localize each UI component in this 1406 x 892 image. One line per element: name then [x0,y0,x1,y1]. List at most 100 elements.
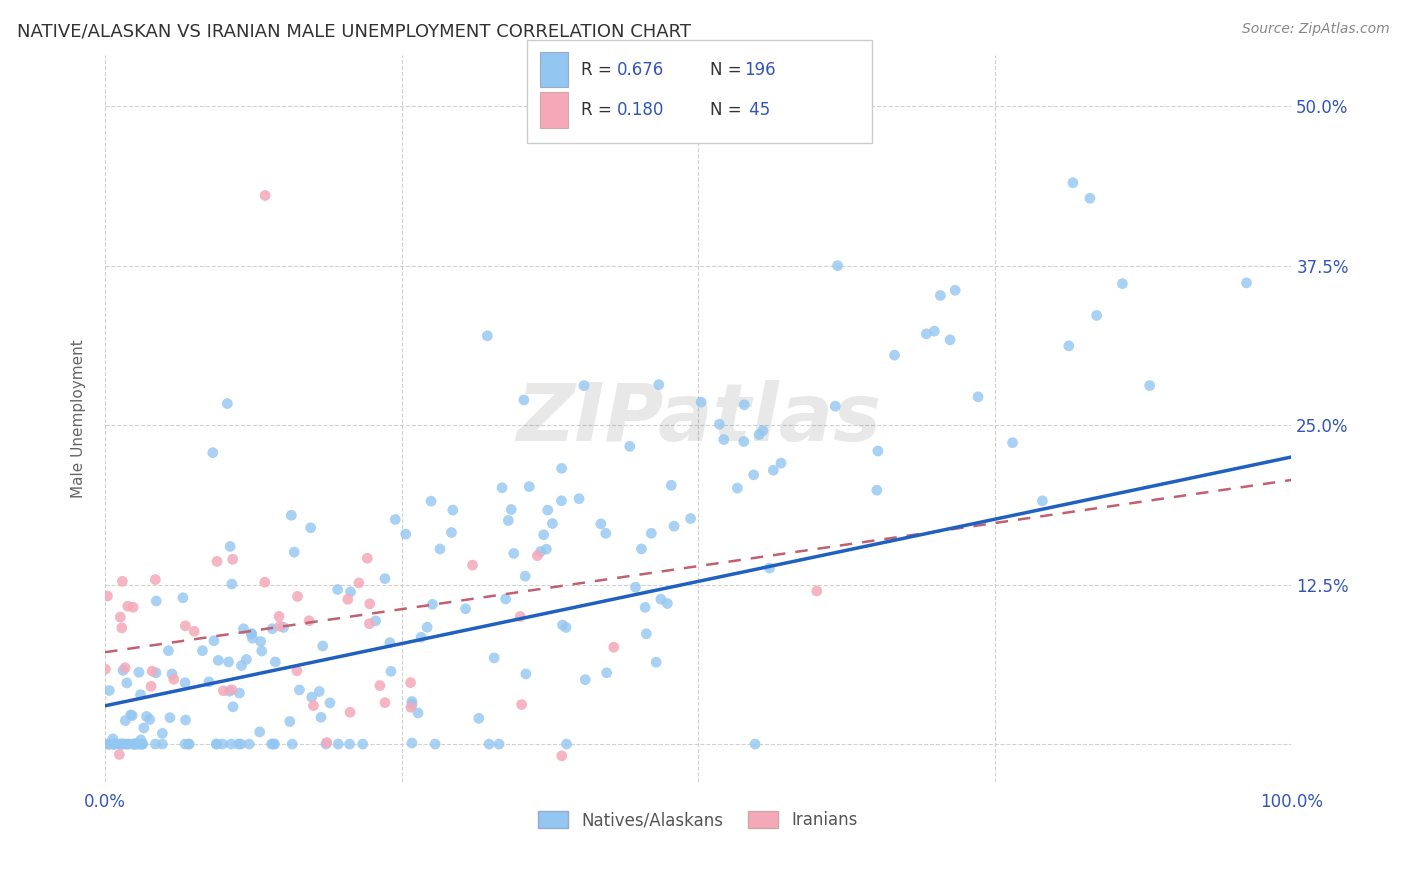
Natives/Alaskans [1111,277,1133,291]
Natives/Alaskans [1062,176,1084,190]
Natives/Alaskans [515,667,537,681]
Natives/Alaskans [827,259,849,273]
Natives/Alaskans [478,737,501,751]
Natives/Alaskans [384,512,406,526]
Natives/Alaskans [1001,435,1024,450]
Natives/Alaskans [128,737,150,751]
Iranians [141,664,163,678]
Natives/Alaskans [1236,276,1258,290]
Natives/Alaskans [198,674,221,689]
Natives/Alaskans [572,378,595,392]
Natives/Alaskans [278,714,301,729]
Natives/Alaskans [515,569,537,583]
Natives/Alaskans [866,444,889,458]
Natives/Alaskans [205,737,228,751]
Natives/Alaskans [131,737,153,751]
Natives/Alaskans [211,737,233,751]
Natives/Alaskans [725,481,748,495]
Natives/Alaskans [202,633,225,648]
Iranians [336,592,359,607]
Natives/Alaskans [374,572,396,586]
Natives/Alaskans [498,514,520,528]
Iranians [111,621,134,635]
Iranians [399,675,422,690]
Natives/Alaskans [733,398,755,412]
Natives/Alaskans [422,598,444,612]
Natives/Alaskans [145,737,167,751]
Natives/Alaskans [967,390,990,404]
Text: N =: N = [710,101,747,119]
Natives/Alaskans [744,737,766,751]
Natives/Alaskans [491,481,513,495]
Natives/Alaskans [502,546,524,560]
Text: Source: ZipAtlas.com: Source: ZipAtlas.com [1241,22,1389,37]
Natives/Alaskans [217,396,239,410]
Natives/Alaskans [145,665,167,680]
Natives/Alaskans [454,601,477,615]
Natives/Alaskans [98,737,121,751]
Natives/Alaskans [150,726,173,740]
Natives/Alaskans [339,585,361,599]
Natives/Alaskans [748,427,770,442]
Natives/Alaskans [411,630,433,644]
Natives/Alaskans [114,714,136,728]
Natives/Alaskans [401,736,423,750]
Natives/Alaskans [1139,378,1161,392]
Natives/Alaskans [122,737,145,751]
Iranians [96,589,118,603]
Natives/Alaskans [191,643,214,657]
Natives/Alaskans [537,503,560,517]
Natives/Alaskans [139,713,162,727]
Iranians [267,609,290,624]
Natives/Alaskans [488,737,510,751]
Natives/Alaskans [482,650,505,665]
Natives/Alaskans [364,614,387,628]
Natives/Alaskans [440,525,463,540]
Natives/Alaskans [536,542,558,557]
Natives/Alaskans [218,655,240,669]
Natives/Alaskans [112,737,135,751]
Natives/Alaskans [280,508,302,523]
Natives/Alaskans [1085,309,1108,323]
Natives/Alaskans [235,652,257,666]
Iranians [108,747,131,762]
Natives/Alaskans [477,328,499,343]
Natives/Alaskans [769,456,792,470]
Natives/Alaskans [205,737,228,751]
Iranians [603,640,626,655]
Natives/Alaskans [117,737,139,751]
Natives/Alaskans [312,639,335,653]
Natives/Alaskans [630,541,652,556]
Natives/Alaskans [110,737,132,751]
Natives/Alaskans [249,634,271,648]
Natives/Alaskans [281,737,304,751]
Natives/Alaskans [219,540,242,554]
Natives/Alaskans [103,737,125,751]
Legend: Natives/Alaskans, Iranians: Natives/Alaskans, Iranians [531,805,865,836]
Natives/Alaskans [752,424,775,438]
Natives/Alaskans [326,582,349,597]
Iranians [94,662,117,676]
Iranians [269,619,291,633]
Text: 0.676: 0.676 [617,61,665,78]
Natives/Alaskans [129,737,152,751]
Natives/Alaskans [533,528,555,542]
Natives/Alaskans [441,503,464,517]
Natives/Alaskans [97,737,120,751]
Natives/Alaskans [273,620,295,634]
Natives/Alaskans [495,592,517,607]
Natives/Alaskans [429,541,451,556]
Iranians [253,575,276,590]
Natives/Alaskans [915,326,938,341]
Natives/Alaskans [283,545,305,559]
Natives/Alaskans [416,620,439,634]
Natives/Alaskans [395,527,418,541]
Text: 45: 45 [744,101,770,119]
Iranians [526,549,548,563]
Natives/Alaskans [555,737,578,751]
Iranians [139,679,162,693]
Natives/Alaskans [551,618,574,632]
Natives/Alaskans [124,737,146,751]
Natives/Alaskans [218,684,240,698]
Text: 196: 196 [744,61,775,78]
